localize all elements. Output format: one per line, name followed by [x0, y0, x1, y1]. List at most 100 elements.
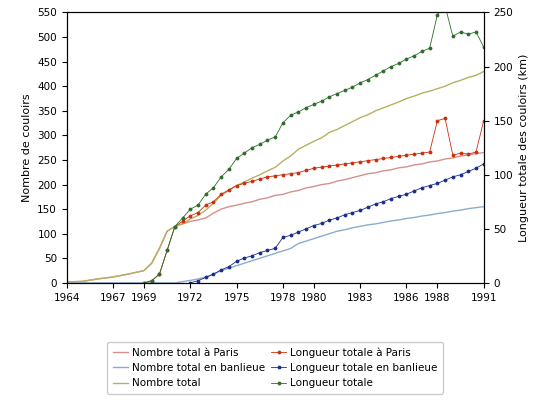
Nombre total: [310, 139, 317, 144]
Nombre total en banlieue: [449, 208, 456, 213]
Longueur totale: [256, 142, 263, 147]
Nombre total en banlieue: [473, 205, 479, 210]
Longueur totale: [388, 64, 394, 69]
Nombre total: [171, 224, 178, 229]
Nombre total: [187, 216, 193, 221]
Nombre total en banlieue: [357, 224, 364, 229]
Longueur totale à Paris: [171, 224, 178, 229]
Nombre total en banlieue: [234, 263, 240, 268]
Nombre total à Paris: [195, 218, 201, 223]
Nombre total en banlieue: [287, 246, 294, 251]
Nombre total à Paris: [411, 162, 418, 167]
Nombre total en banlieue: [195, 277, 201, 282]
Longueur totale: [164, 248, 171, 253]
Nombre total à Paris: [272, 193, 279, 198]
Nombre total à Paris: [256, 197, 263, 202]
Longueur totale: [148, 278, 155, 283]
Nombre total à Paris: [403, 164, 410, 169]
Longueur totale: [280, 120, 286, 125]
Nombre total: [280, 158, 286, 163]
Longueur totale à Paris: [179, 219, 186, 224]
Nombre total à Paris: [373, 170, 379, 175]
Nombre total en banlieue: [125, 280, 132, 285]
Nombre total à Paris: [280, 192, 286, 197]
Longueur totale à Paris: [411, 152, 418, 157]
Nombre total à Paris: [156, 246, 163, 251]
Longueur totale en banlieue: [280, 235, 286, 240]
Longueur totale en banlieue: [380, 199, 386, 204]
Longueur totale: [334, 91, 340, 96]
Longueur totale: [403, 57, 410, 62]
Nombre total: [218, 193, 225, 198]
Longueur totale à Paris: [449, 153, 456, 158]
Nombre total: [241, 180, 247, 185]
Y-axis label: Nombre de couloirs: Nombre de couloirs: [22, 93, 32, 202]
Line: Longueur totale en banlieue: Longueur totale en banlieue: [188, 161, 486, 285]
Nombre total à Paris: [388, 167, 394, 172]
Nombre total en banlieue: [365, 223, 371, 228]
Longueur totale: [234, 156, 240, 161]
Nombre total en banlieue: [256, 256, 263, 261]
Longueur totale à Paris: [148, 278, 155, 283]
Nombre total: [110, 275, 116, 280]
Nombre total: [287, 154, 294, 158]
Longueur totale à Paris: [373, 157, 379, 162]
Longueur totale en banlieue: [373, 201, 379, 206]
Nombre total à Paris: [125, 272, 132, 277]
Nombre total en banlieue: [411, 215, 418, 220]
Nombre total: [480, 69, 487, 74]
Longueur totale à Paris: [210, 199, 217, 204]
Nombre total à Paris: [63, 280, 70, 285]
Nombre total en banlieue: [156, 280, 163, 285]
Longueur totale: [426, 46, 433, 51]
Nombre total à Paris: [365, 171, 371, 176]
Nombre total en banlieue: [465, 206, 471, 211]
Nombre total: [457, 78, 464, 83]
Longueur totale en banlieue: [419, 185, 425, 190]
Longueur totale: [310, 102, 317, 107]
Nombre total à Paris: [457, 154, 464, 158]
Longueur totale en banlieue: [434, 181, 441, 186]
Longueur totale à Paris: [287, 171, 294, 176]
Longueur totale: [341, 88, 348, 93]
Nombre total en banlieue: [403, 216, 410, 221]
Longueur totale à Paris: [380, 156, 386, 161]
Legend: Nombre total à Paris, Nombre total en banlieue, Nombre total, Longueur totale à : Nombre total à Paris, Nombre total en ba…: [107, 342, 443, 394]
Nombre total à Paris: [349, 175, 356, 180]
Longueur totale: [419, 49, 425, 54]
Nombre total à Paris: [303, 186, 310, 191]
Longueur totale en banlieue: [264, 248, 271, 253]
Nombre total en banlieue: [187, 278, 193, 283]
Longueur totale à Paris: [403, 153, 410, 158]
Nombre total en banlieue: [326, 231, 332, 236]
Nombre total: [156, 246, 163, 251]
Line: Nombre total en banlieue: Nombre total en banlieue: [67, 207, 484, 283]
Longueur totale: [295, 109, 302, 114]
Nombre total: [341, 123, 348, 128]
Nombre total à Paris: [187, 219, 193, 224]
Longueur totale à Paris: [195, 210, 201, 215]
Nombre total en banlieue: [388, 218, 394, 223]
Longueur totale en banlieue: [326, 218, 332, 223]
Nombre total en banlieue: [141, 280, 147, 285]
Nombre total en banlieue: [373, 221, 379, 226]
Nombre total en banlieue: [303, 239, 310, 244]
Nombre total en banlieue: [341, 227, 348, 232]
Longueur totale en banlieue: [365, 205, 371, 210]
Nombre total en banlieue: [264, 253, 271, 258]
Nombre total: [357, 115, 364, 120]
Nombre total: [426, 89, 433, 94]
Longueur totale à Paris: [395, 154, 402, 159]
Nombre total en banlieue: [280, 248, 286, 253]
Longueur totale à Paris: [426, 149, 433, 154]
Nombre total: [411, 94, 418, 99]
Nombre total à Paris: [141, 268, 147, 273]
Nombre total à Paris: [110, 275, 116, 280]
Longueur totale à Paris: [226, 187, 232, 192]
Nombre total: [380, 105, 386, 110]
Nombre total: [264, 168, 271, 173]
Longueur totale à Paris: [164, 248, 171, 253]
Longueur totale: [465, 32, 471, 37]
Nombre total à Paris: [395, 165, 402, 170]
Longueur totale: [218, 174, 225, 179]
